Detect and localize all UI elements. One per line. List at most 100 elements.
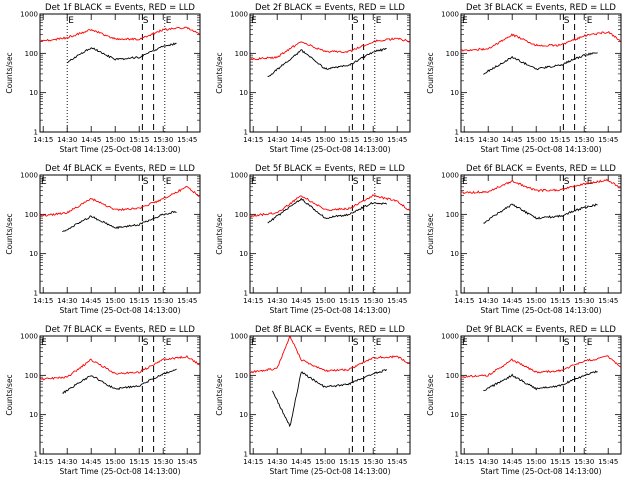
x-tick-label: 14:15 [33, 297, 53, 305]
x-tick-label: 15:00 [315, 136, 335, 144]
x-tick-label: 15:00 [315, 297, 335, 305]
x-tick-label: 15:15 [339, 297, 359, 305]
x-tick-label: 15:15 [129, 297, 149, 305]
x-tick-label: 14:45 [81, 297, 101, 305]
y-tick-label: 10 [450, 250, 459, 258]
y-axis-label: Counts/sec [215, 374, 224, 415]
y-tick-label: 1000 [20, 333, 38, 341]
marker-label-e: E [166, 177, 172, 187]
y-tick-label: 10 [450, 411, 459, 419]
x-tick-label: 14:15 [454, 297, 474, 305]
y-axis-label: Counts/sec [5, 374, 14, 415]
y-tick-label: 100 [25, 372, 38, 380]
series-lld-line [460, 31, 621, 52]
y-axis-label: Counts/sec [426, 52, 435, 93]
x-tick-label: 14:15 [243, 458, 263, 466]
x-tick-label: 15:30 [153, 297, 173, 305]
marker-label-e: E [166, 16, 172, 26]
y-tick-label: 10 [239, 89, 248, 97]
y-axis-label: Counts/sec [5, 52, 14, 93]
x-tick-label: 15:30 [574, 458, 594, 466]
series-lld-line [461, 355, 621, 379]
marker-label-s: S [353, 177, 359, 187]
x-tick-label: 14:15 [33, 458, 53, 466]
y-axis-label: Counts/sec [426, 213, 435, 254]
x-tick-label: 15:45 [598, 297, 618, 305]
x-tick-label: 15:00 [526, 458, 546, 466]
marker-label-e: E [587, 177, 593, 187]
x-tick-label: 14:15 [243, 136, 263, 144]
x-tick-label: 14:30 [267, 458, 287, 466]
y-tick-label: 1 [34, 451, 38, 459]
panel-6: Det 6f BLACK = Events, RED = LLD 1 10 100 10… [426, 164, 622, 315]
y-axis-label: Counts/sec [215, 52, 224, 93]
x-tick-label: 15:30 [363, 297, 383, 305]
x-tick-label: 15:45 [177, 136, 197, 144]
y-tick-label: 10 [239, 250, 248, 258]
x-tick-label: 15:30 [153, 458, 173, 466]
panel-4: Det 4f BLACK = Events, RED = LLD 1 10 100 10… [5, 164, 201, 315]
plot-frame [460, 13, 622, 133]
y-axis-label: Counts/sec [215, 213, 224, 254]
y-tick-label: 1 [244, 451, 248, 459]
plot-frame [249, 174, 411, 294]
x-tick-label: 14:45 [291, 458, 311, 466]
marker-label-e: E [251, 16, 257, 26]
x-tick-label: 14:30 [478, 458, 498, 466]
marker-label-e: E [251, 338, 257, 348]
x-tick-label: 14:30 [478, 136, 498, 144]
plot-frame [249, 335, 411, 455]
panel-7: Det 7f BLACK = Events, RED = LLD 1 10 100 10… [5, 325, 201, 476]
y-tick-label: 10 [239, 411, 248, 419]
marker-label-s: S [353, 16, 359, 26]
y-tick-label: 100 [25, 211, 38, 219]
series-events-line [267, 197, 387, 224]
panel-title: Det 2f BLACK = Events, RED = LLD [255, 3, 405, 13]
marker-label-e: E [251, 177, 257, 187]
x-tick-label: 15:45 [387, 297, 407, 305]
series-events-line [267, 48, 387, 77]
panel-5: Det 5f BLACK = Events, RED = LLD 1 10 100 10… [215, 164, 411, 315]
plot-frame [39, 174, 201, 294]
marker-label-e: E [587, 338, 593, 348]
panel-title: Det 1f BLACK = Events, RED = LLD [45, 3, 195, 13]
x-tick-label: 14:15 [454, 136, 474, 144]
marker-label-s: S [143, 338, 149, 348]
marker-label-s: S [143, 16, 149, 26]
marker-label-e: E [462, 16, 468, 26]
y-tick-label: 100 [446, 50, 459, 58]
y-tick-label: 10 [29, 250, 38, 258]
panel-title: Det 8f BLACK = Events, RED = LLD [255, 325, 405, 335]
marker-label-s: S [564, 338, 570, 348]
x-tick-label: 14:30 [267, 297, 287, 305]
x-axis-label: Start Time (25-Oct-08 14:13:00) [480, 467, 601, 476]
y-tick-label: 100 [235, 372, 248, 380]
y-tick-label: 10 [450, 89, 459, 97]
x-tick-label: 14:45 [81, 136, 101, 144]
panel-title: Det 4f BLACK = Events, RED = LLD [45, 164, 195, 174]
x-tick-label: 15:15 [339, 136, 359, 144]
y-tick-label: 1000 [230, 11, 248, 19]
x-tick-label: 15:15 [550, 136, 570, 144]
y-tick-label: 1000 [441, 333, 459, 341]
plot-frame [460, 174, 622, 294]
series-lld-line [39, 26, 200, 42]
y-tick-label: 1 [455, 451, 459, 459]
x-tick-label: 15:00 [105, 458, 125, 466]
series-events-line [271, 369, 387, 428]
x-tick-label: 15:45 [387, 136, 407, 144]
series-lld-line [39, 185, 200, 217]
x-axis-label: Start Time (25-Oct-08 14:13:00) [269, 467, 390, 476]
x-tick-label: 14:30 [57, 297, 77, 305]
marker-label-e: E [68, 16, 74, 26]
x-tick-label: 14:45 [502, 297, 522, 305]
x-tick-label: 14:15 [454, 458, 474, 466]
y-tick-label: 10 [29, 411, 38, 419]
x-tick-label: 14:30 [57, 136, 77, 144]
series-lld-line [249, 194, 410, 218]
series-events-line [483, 52, 598, 75]
x-tick-label: 15:00 [315, 458, 335, 466]
series-events-line [62, 368, 177, 394]
panel-1: Det 1f BLACK = Events, RED = LLD 1 10 100 10… [5, 3, 201, 154]
x-axis-label: Start Time (25-Oct-08 14:13:00) [59, 306, 180, 315]
